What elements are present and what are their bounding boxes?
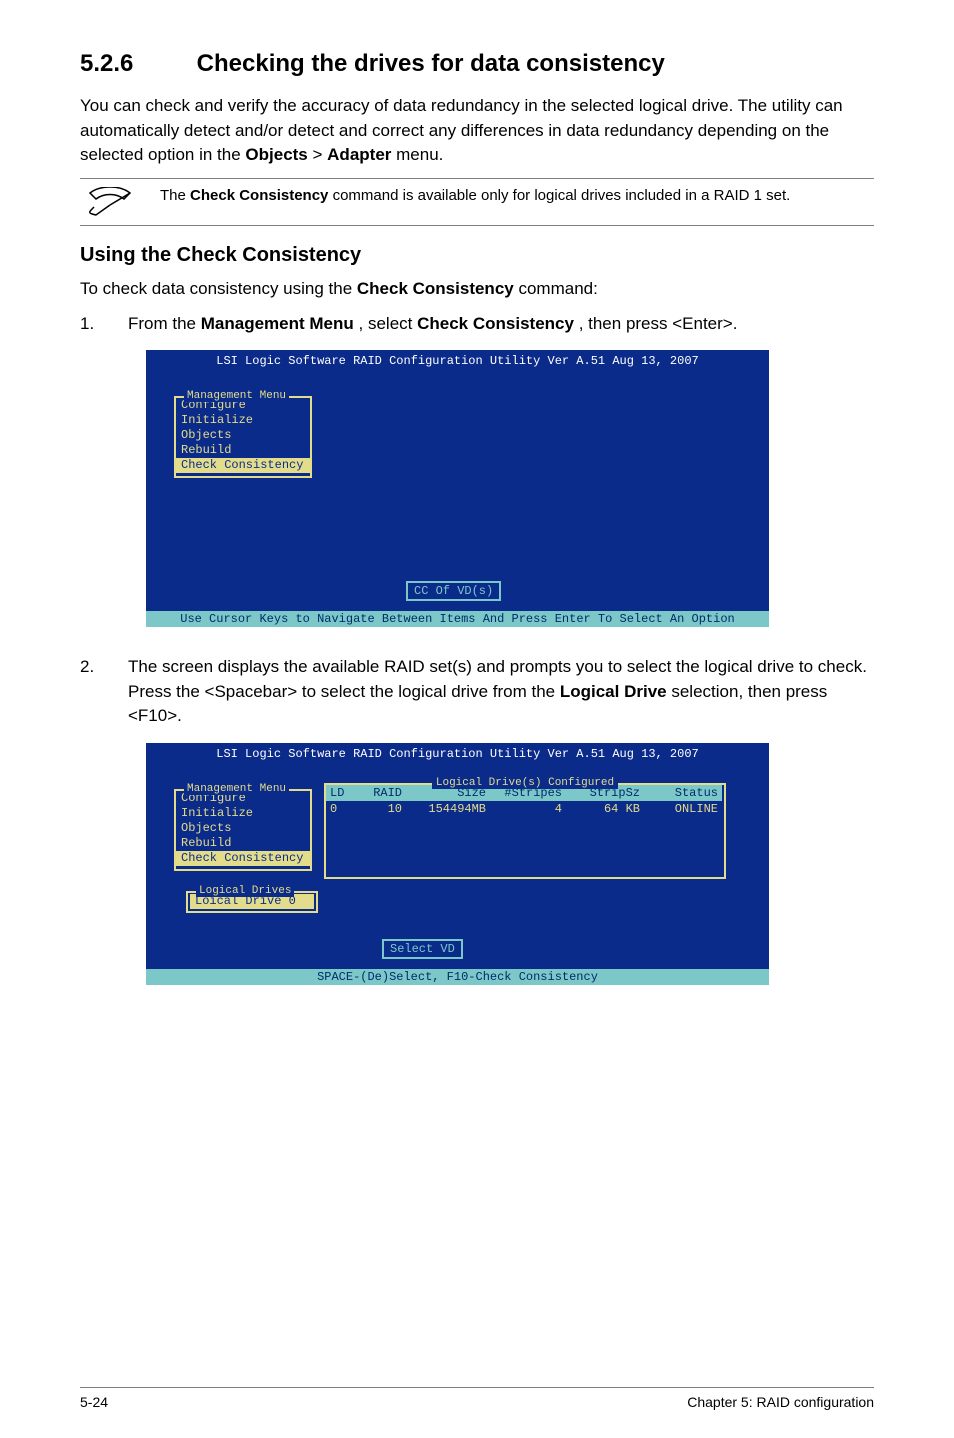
intro-text: You can check and verify the accuracy of…	[80, 94, 874, 168]
bios2-item-check-consistency[interactable]: Check Consistency	[176, 851, 310, 866]
step-1: 1. From the Management Menu , select Che…	[80, 312, 874, 337]
footer-left: 5-24	[80, 1394, 108, 1410]
step1-a: From the	[128, 314, 201, 333]
bios1-item-check-consistency[interactable]: Check Consistency	[176, 458, 310, 473]
bios-screenshot-2: LSI Logic Software RAID Configuration Ut…	[146, 743, 769, 985]
step1-c: , then press <Enter>.	[579, 314, 738, 333]
col-ld: LD	[326, 785, 358, 801]
note-post: command is available only for logical dr…	[333, 187, 791, 204]
step-1-number: 1.	[80, 312, 128, 337]
intro-objects: Objects	[245, 145, 307, 164]
bios2-item-rebuild[interactable]: Rebuild	[176, 836, 310, 851]
bios1-title: LSI Logic Software RAID Configuration Ut…	[146, 354, 769, 370]
col-size: Size	[406, 785, 490, 801]
col-raid: RAID	[358, 785, 406, 801]
col-stripes: #Stripes	[490, 785, 566, 801]
bios-screenshot-1: LSI Logic Software RAID Configuration Ut…	[146, 350, 769, 627]
bios2-item-initialize[interactable]: Initialize	[176, 806, 310, 821]
intro-adapter: Adapter	[327, 145, 391, 164]
cell-stripsz: 64 KB	[566, 801, 644, 817]
page-footer: 5-24 Chapter 5: RAID configuration	[80, 1387, 874, 1410]
cell-status: ONLINE	[644, 801, 722, 817]
step-2-number: 2.	[80, 655, 128, 729]
intro-p2: menu.	[396, 145, 443, 164]
note-box: The Check Consistency command is availab…	[80, 178, 874, 226]
bios2-title: LSI Logic Software RAID Configuration Ut…	[146, 747, 769, 763]
cell-raid: 10	[358, 801, 406, 817]
step1-b1: Management Menu	[201, 314, 354, 333]
sub-intro: To check data consistency using the Chec…	[80, 277, 874, 302]
bios2-ld-table: Logical Drive(s) Configured LD RAID Size…	[324, 783, 726, 879]
bios1-mgmt-menu: Management Menu Configure Initialize Obj…	[174, 396, 312, 478]
bios1-item-initialize[interactable]: Initialize	[176, 413, 310, 428]
bios2-ldrives-title: Logical Drives	[196, 885, 294, 897]
section-title: Checking the drives for data consistency	[197, 50, 665, 77]
note-text: The Check Consistency command is availab…	[140, 185, 874, 206]
note-bold: Check Consistency	[190, 187, 328, 204]
cell-size: 154494MB	[406, 801, 490, 817]
bios1-bottom: Use Cursor Keys to Navigate Between Item…	[146, 611, 769, 627]
subintro-bold: Check Consistency	[357, 279, 514, 298]
sub-heading: Using the Check Consistency	[80, 244, 874, 267]
bios2-ldrives-box: Logical Drives Loical Drive 0	[186, 891, 318, 913]
step1-b2: Check Consistency	[417, 314, 574, 333]
cell-stripes: 4	[490, 801, 566, 817]
step-1-text: From the Management Menu , select Check …	[128, 312, 874, 337]
col-stripsz: StripSz	[566, 785, 644, 801]
bios2-item-objects[interactable]: Objects	[176, 821, 310, 836]
bios1-item-rebuild[interactable]: Rebuild	[176, 443, 310, 458]
step2-b1: Logical Drive	[560, 682, 667, 701]
bios2-bottom: SPACE-(De)Select, F10-Check Consistency	[146, 969, 769, 985]
bios1-item-objects[interactable]: Objects	[176, 428, 310, 443]
step-2-text: The screen displays the available RAID s…	[128, 655, 874, 729]
bios2-mgmt-menu: Management Menu Configure Initialize Obj…	[174, 789, 312, 871]
subintro-post: command:	[518, 279, 597, 298]
section-heading: 5.2.6 Checking the drives for data consi…	[80, 50, 874, 78]
table-header-row: LD RAID Size #Stripes StripSz Status	[326, 785, 724, 801]
table-row[interactable]: 0 10 154494MB 4 64 KB ONLINE	[326, 801, 724, 817]
note-icon	[80, 185, 140, 217]
step1-b: , select	[359, 314, 418, 333]
section-number: 5.2.6	[80, 50, 190, 78]
intro-gt: >	[313, 145, 328, 164]
cell-ld: 0	[326, 801, 358, 817]
col-status: Status	[644, 785, 722, 801]
bios2-menu-title: Management Menu	[184, 783, 289, 795]
bios1-cc-box: CC Of VD(s)	[406, 581, 501, 601]
bios1-menu-title: Management Menu	[184, 390, 289, 402]
step-2: 2. The screen displays the available RAI…	[80, 655, 874, 729]
footer-right: Chapter 5: RAID configuration	[687, 1394, 874, 1410]
subintro-pre: To check data consistency using the	[80, 279, 357, 298]
intro-p1: You can check and verify the accuracy of…	[80, 96, 843, 164]
bios2-select-vd: Select VD	[382, 939, 463, 959]
note-pre: The	[160, 187, 190, 204]
